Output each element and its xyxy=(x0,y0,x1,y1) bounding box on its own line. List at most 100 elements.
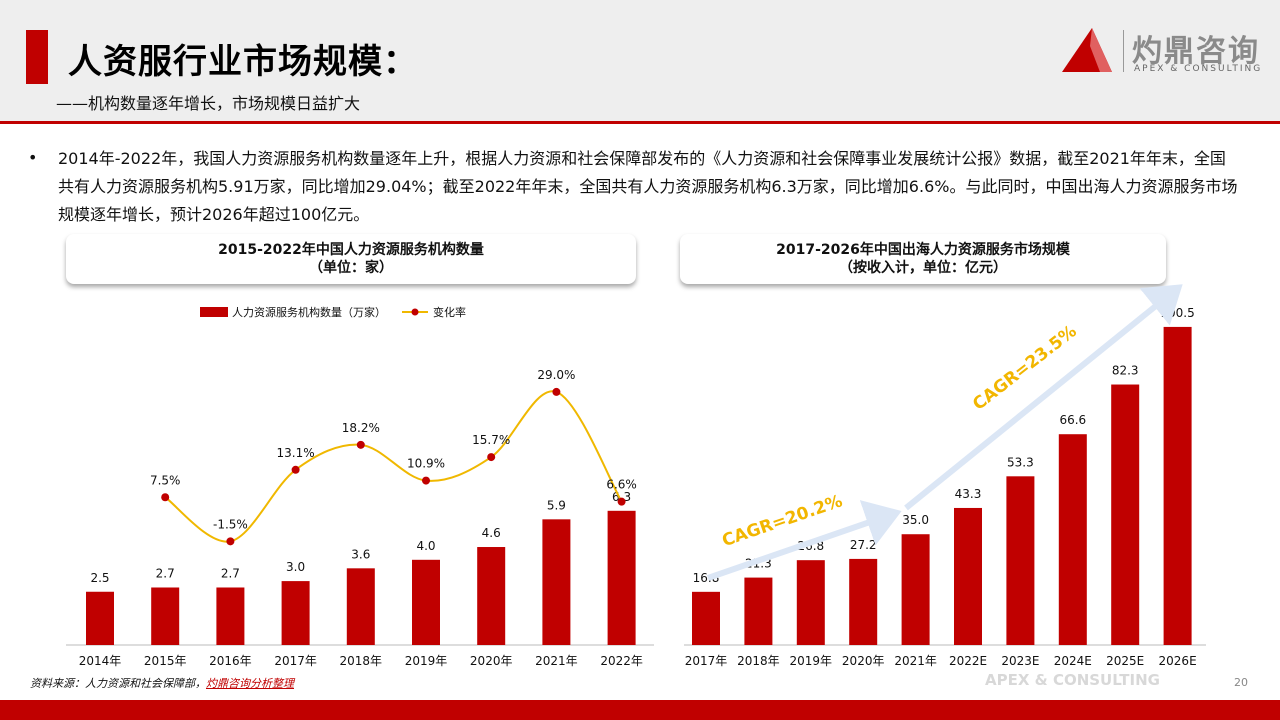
chart1-rate-point xyxy=(161,493,170,502)
logo-text-en: APEX & CONSULTING xyxy=(1134,64,1263,74)
chart2-cagr-label-2: CAGR=23.5% xyxy=(969,321,1081,414)
bullet-icon: • xyxy=(28,148,38,167)
chart1-rate-point xyxy=(291,465,300,474)
chart1-bar-label: 2.5 xyxy=(90,571,109,585)
chart1-rate-point xyxy=(617,497,626,506)
chart2-bar xyxy=(1006,476,1035,645)
chart1-bar-label: 3.6 xyxy=(351,547,370,561)
company-logo: 灼鼎咨询 APEX & CONSULTING xyxy=(1060,26,1270,82)
chart2-bar xyxy=(692,591,720,645)
chart2-bar xyxy=(744,577,773,645)
chart1-rate-label: 7.5% xyxy=(150,473,181,487)
chart1-unit: （单位：家） xyxy=(309,260,393,276)
chart2-bar-label: 66.6 xyxy=(1059,413,1086,427)
chart1-bar-label: 4.6 xyxy=(482,526,501,540)
chart2-bar xyxy=(954,507,982,645)
page-subtitle: ——机构数量逐年增长，市场规模日益扩大 xyxy=(56,94,361,113)
chart2-tick-label: 2020年 xyxy=(842,654,885,668)
chart2-bar-label: 27.2 xyxy=(850,538,877,552)
logo-divider xyxy=(1123,30,1124,72)
chart1-tick-label: 2021年 xyxy=(535,654,578,668)
chart2-bar xyxy=(1058,434,1087,645)
chart1-rate-label: 18.2% xyxy=(342,421,380,435)
chart1-bar-label: 2.7 xyxy=(156,566,175,580)
chart1-bar-label: 3.0 xyxy=(286,560,305,574)
chart2-bar-label: 35.0 xyxy=(902,513,929,527)
chart1-bar xyxy=(86,591,114,645)
chart1-legend-line-marker xyxy=(411,308,419,316)
chart2-tick-label: 2017年 xyxy=(685,654,728,668)
chart2-tick-label: 2024E xyxy=(1054,654,1092,668)
chart1-rate-point xyxy=(226,537,235,546)
chart1-bar-label: 2.7 xyxy=(221,566,240,580)
chart1-bar xyxy=(542,519,571,645)
chart1-tick-label: 2022年 xyxy=(600,654,643,668)
chart1-bar-label: 5.9 xyxy=(547,498,566,512)
chart2-cagr-label-1: CAGR=20.2% xyxy=(720,491,846,551)
chart2-tick-label: 2019年 xyxy=(790,654,833,668)
logo-triangle-icon xyxy=(1062,28,1112,72)
chart2-tick-label: 2025E xyxy=(1106,654,1144,668)
chart2-tick-label: 2021年 xyxy=(894,654,937,668)
chart1-rate-label: 15.7% xyxy=(472,433,510,447)
chart2-bar-label: 82.3 xyxy=(1112,364,1139,378)
chart1-rate-point xyxy=(356,440,365,449)
chart1-bar xyxy=(281,581,310,645)
chart2-cagr-arrow-1 xyxy=(707,500,902,581)
chart1-legend-bar-swatch xyxy=(200,307,228,317)
chart1-legend-bar-label: 人力资源服务机构数量（万家） xyxy=(232,305,386,319)
watermark: APEX & CONSULTING xyxy=(985,671,1160,689)
chart2-bar xyxy=(796,560,825,645)
page-title: 人资服行业市场规模： xyxy=(68,42,418,82)
chart1-bar xyxy=(346,568,375,645)
chart1-rate-point xyxy=(552,387,561,396)
title-accent-bar xyxy=(26,30,48,84)
chart1-bar xyxy=(412,559,440,645)
footer-bar xyxy=(0,700,1280,720)
chart1-tick-label: 2014年 xyxy=(79,654,122,668)
chart1-rate-label: 6.6% xyxy=(606,478,637,492)
chart1-rate-label: -1.5% xyxy=(213,517,248,531)
source-highlight: 灼鼎咨询分析整理 xyxy=(206,677,294,690)
chart2-bar-label: 43.3 xyxy=(955,487,982,501)
header-divider xyxy=(0,121,1280,124)
chart2-bar xyxy=(1111,384,1140,645)
chart2-tick-label: 2022E xyxy=(949,654,987,668)
chart2-tick-label: 2023E xyxy=(1001,654,1039,668)
source-note: 资料来源：人力资源和社会保障部，灼鼎咨询分析整理 xyxy=(30,675,294,691)
logo-text-cn: 灼鼎咨询 xyxy=(1132,34,1260,69)
chart1-bar xyxy=(216,587,245,645)
chart1-rate-label: 13.1% xyxy=(277,446,315,460)
chart1-rate-label: 10.9% xyxy=(407,457,445,471)
chart2-tick-label: 2026E xyxy=(1159,654,1197,668)
chart1-tick-label: 2019年 xyxy=(405,654,448,668)
chart2-unit: （按收入计，单位：亿元） xyxy=(839,260,1007,276)
chart2-bar-label: 100.5 xyxy=(1160,306,1194,320)
chart2-bar xyxy=(849,558,878,645)
chart1-tick-label: 2015年 xyxy=(144,654,187,668)
chart2-title: 2017-2026年中国出海人力资源服务市场规模 xyxy=(776,242,1070,258)
chart2-bar xyxy=(1163,326,1192,645)
chart2-tick-label: 2018年 xyxy=(737,654,780,668)
chart1-tick-label: 2017年 xyxy=(274,654,317,668)
header-band xyxy=(0,0,1280,122)
chart1-tick-label: 2016年 xyxy=(209,654,252,668)
chart1-bar xyxy=(607,510,636,645)
chart1-title: 2015-2022年中国人力资源服务机构数量 xyxy=(218,242,484,258)
chart2-bar-label: 53.3 xyxy=(1007,455,1034,469)
chart1-title-card: 2015-2022年中国人力资源服务机构数量 （单位：家） xyxy=(66,234,636,284)
chart2-cagr-arrow-2 xyxy=(904,284,1183,511)
intro-paragraph: 2014年-2022年，我国人力资源服务机构数量逐年上升，根据人力资源和社会保障… xyxy=(58,149,1238,224)
chart2-title-card: 2017-2026年中国出海人力资源服务市场规模 （按收入计，单位：亿元） xyxy=(680,234,1166,284)
chart1-bar xyxy=(151,587,180,645)
page-number: 20 xyxy=(1234,676,1248,689)
chart1-bar-label: 4.0 xyxy=(416,539,435,553)
chart1-tick-label: 2020年 xyxy=(470,654,513,668)
source-prefix: 资料来源：人力资源和社会保障部， xyxy=(30,677,206,690)
chart1-rate-point xyxy=(422,476,430,485)
chart1-rate-label: 29.0% xyxy=(537,368,575,382)
chart2-bar xyxy=(901,534,930,645)
chart1-tick-label: 2018年 xyxy=(340,654,383,668)
chart1-legend-line-label: 变化率 xyxy=(433,305,466,319)
